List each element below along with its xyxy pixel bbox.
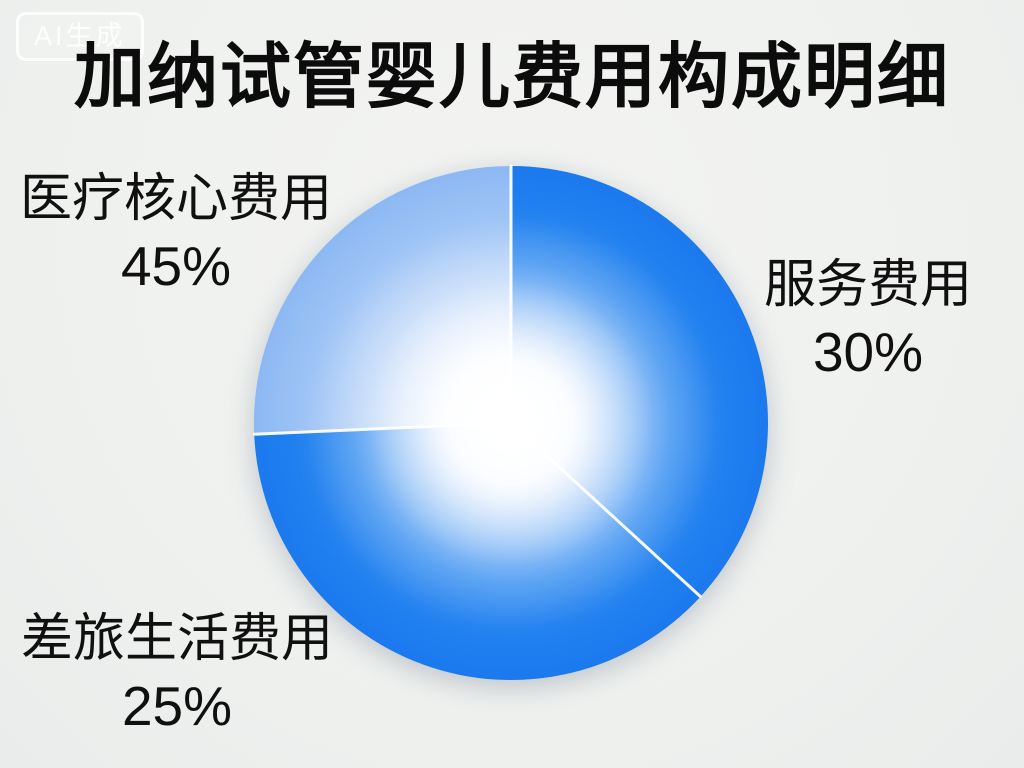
label-service-fee: 服务费用 30% bbox=[712, 252, 1024, 384]
slice-name: 差旅生活费用 bbox=[20, 610, 333, 668]
slice-name: 医疗核心费用 bbox=[19, 170, 332, 228]
ai-generated-badge: AI生成 bbox=[16, 12, 144, 61]
slice-name: 服务费用 bbox=[763, 256, 972, 314]
label-medical-core: 医疗核心费用 45% bbox=[14, 166, 338, 298]
center-glow bbox=[306, 218, 716, 628]
slice-percent: 30% bbox=[812, 321, 924, 383]
slice-percent: 45% bbox=[120, 235, 232, 297]
page-title: 加纳试管婴儿费用构成明细 bbox=[73, 38, 950, 117]
ai-generated-badge-label: AI生成 bbox=[34, 21, 126, 51]
label-travel-living: 差旅生活费用 25% bbox=[14, 606, 340, 738]
slice-percent: 25% bbox=[121, 675, 233, 737]
